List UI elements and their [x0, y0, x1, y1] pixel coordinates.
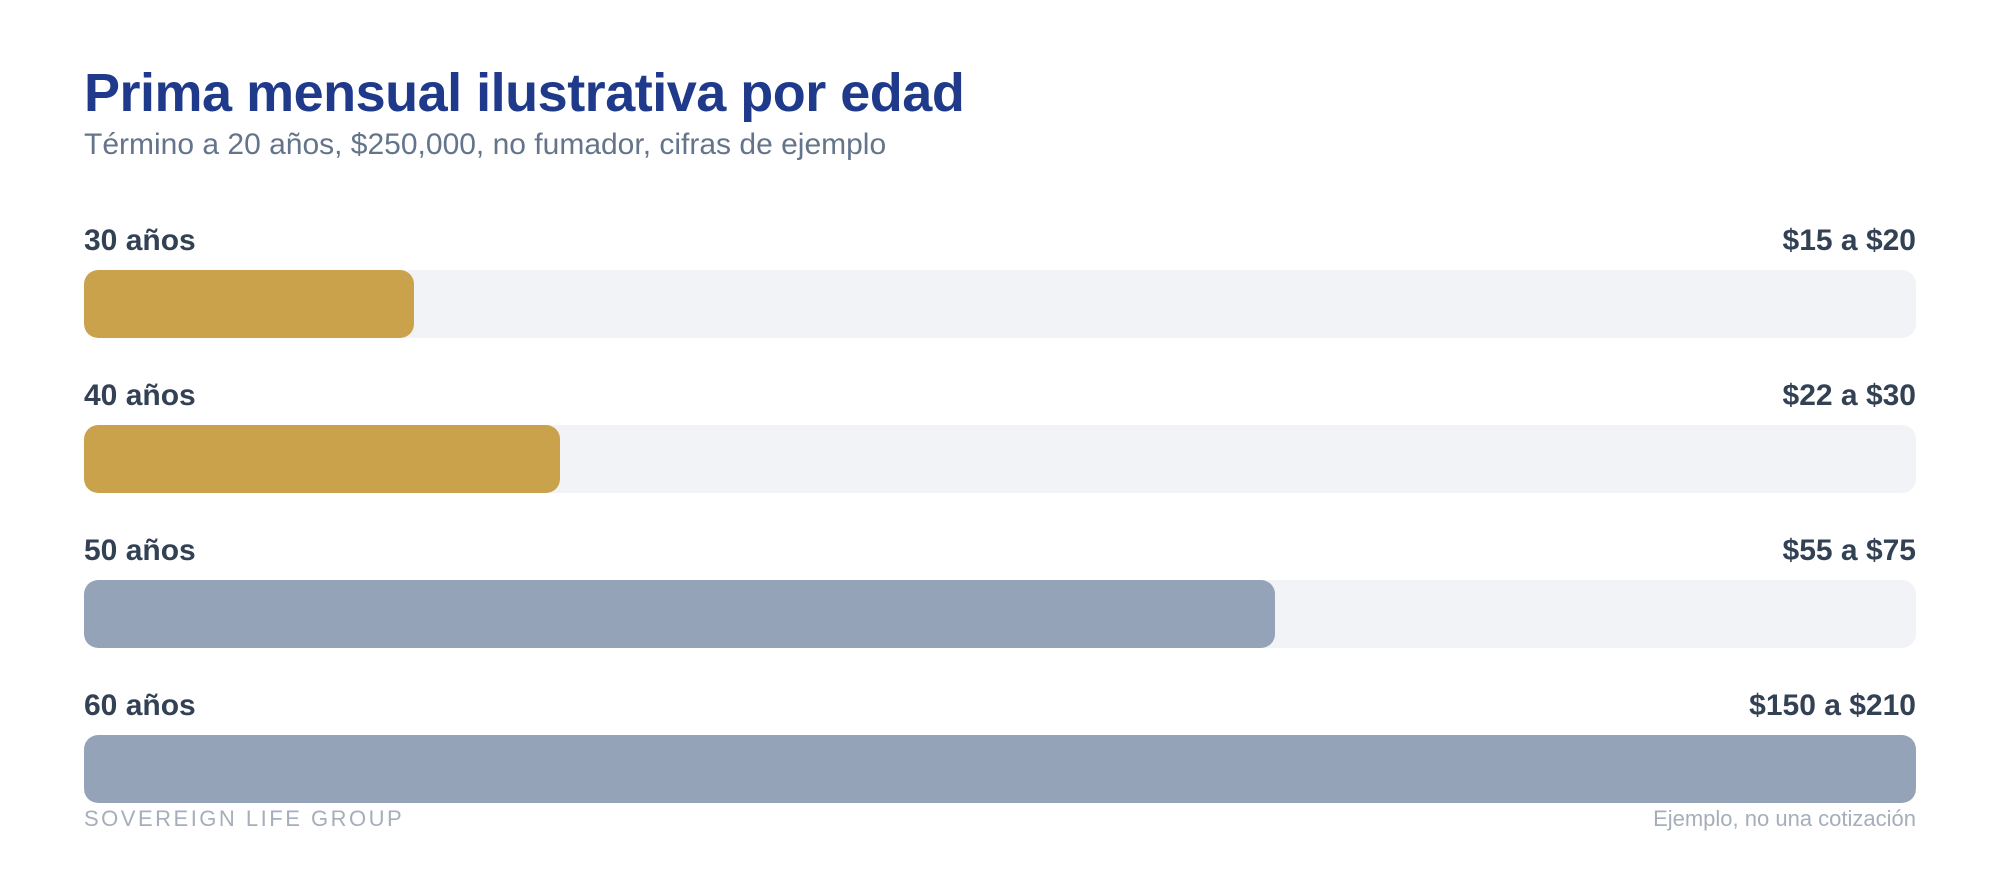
bar-track	[84, 580, 1916, 648]
bar-category-label: 40 años	[84, 379, 196, 412]
bar-value-label: $150 a $210	[1749, 689, 1916, 722]
chart-title: Prima mensual ilustrativa por edad	[84, 63, 965, 123]
bar-value-label: $55 a $75	[1782, 534, 1916, 567]
bar-fill	[84, 580, 1275, 648]
bar-category-label: 30 años	[84, 224, 196, 257]
bar-track	[84, 270, 1916, 338]
bar-category-label: 60 años	[84, 689, 196, 722]
chart-subtitle: Término a 20 años, $250,000, no fumador,…	[84, 128, 887, 161]
bar-fill	[84, 270, 414, 338]
bar-track	[84, 425, 1916, 493]
bar-fill	[84, 425, 561, 493]
bar-category-label: 50 años	[84, 534, 196, 567]
disclaimer-note: Ejemplo, no una cotización	[1653, 806, 1916, 831]
bar-fill	[84, 735, 1916, 803]
brand-footer: SOVEREIGN LIFE GROUP	[84, 806, 405, 831]
bar-value-label: $15 a $20	[1782, 224, 1916, 257]
bar-track	[84, 735, 1916, 803]
bar-value-label: $22 a $30	[1782, 379, 1916, 412]
